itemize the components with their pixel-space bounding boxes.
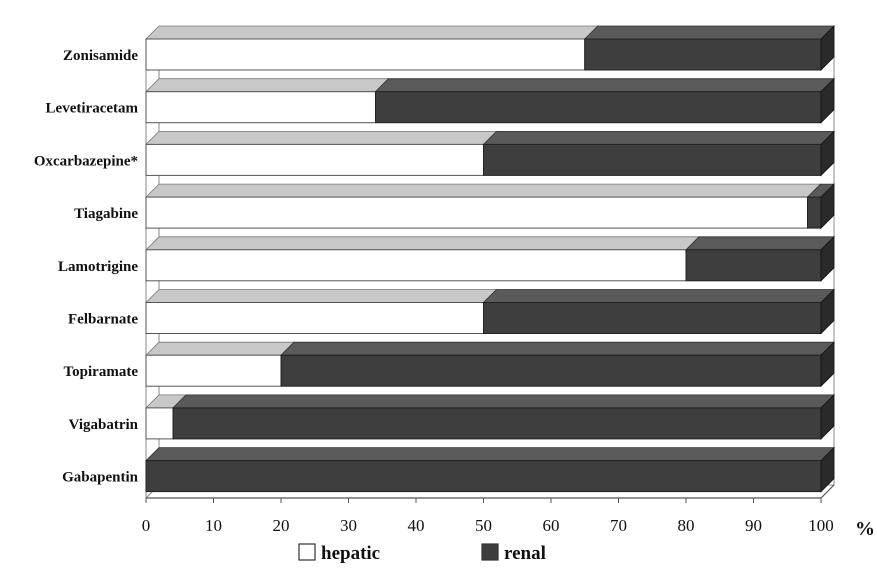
bar-renal-top — [583, 25, 835, 40]
bar-renal-side — [820, 446, 835, 493]
bar-renal-top — [172, 394, 835, 409]
x-tick-label: 30 — [340, 516, 357, 535]
x-tick-label: 10 — [205, 516, 222, 535]
category-label: Felbarnate — [68, 312, 138, 328]
legend: hepatic renal — [298, 543, 546, 564]
bar-group — [145, 77, 835, 124]
bar-hepatic — [145, 249, 687, 282]
bar-renal-side — [820, 393, 835, 440]
bar-group — [145, 183, 835, 230]
legend-label-renal: renal — [504, 543, 546, 564]
category-label: Zonisamide — [63, 48, 138, 64]
bar-renal — [685, 249, 822, 282]
x-tick-label: 80 — [678, 516, 695, 535]
bar-renal-top — [374, 78, 835, 93]
bar-hepatic-top — [145, 130, 498, 145]
legend-swatch-hepatic — [298, 543, 316, 561]
category-label: Oxcarbazepine* — [34, 153, 138, 169]
bar-renal-side — [820, 130, 835, 177]
bar-renal-top — [482, 289, 835, 303]
bar-renal-side — [820, 235, 835, 282]
category-labels: Zonisamide Levetiracetam Oxcarbazepine* Tia… — [34, 48, 139, 486]
bar-hepatic-top — [145, 341, 295, 356]
bar-renal-side — [820, 341, 835, 388]
bar-group — [145, 235, 835, 282]
bar-renal — [807, 196, 822, 229]
category-label: Gabapentin — [62, 470, 139, 486]
x-tick-label: 40 — [408, 516, 425, 535]
bar-hepatic-top — [145, 183, 822, 198]
x-tick-label: 90 — [745, 516, 762, 535]
category-label: Vigabatrin — [69, 417, 139, 433]
x-tick-label: 0 — [142, 516, 151, 535]
bar-renal — [483, 143, 822, 176]
x-axis-unit: % — [855, 518, 875, 540]
bar-hepatic — [145, 91, 376, 124]
bar-renal-side — [820, 183, 835, 230]
bar-hepatic-top — [145, 289, 498, 303]
bar-renal — [145, 460, 822, 493]
x-tick-label: 70 — [610, 516, 627, 535]
bar-group — [145, 288, 835, 335]
x-tick-label: 20 — [273, 516, 290, 535]
bar-group — [145, 446, 835, 493]
bar-hepatic — [145, 196, 808, 229]
bar-renal-side — [820, 77, 835, 124]
bar-hepatic — [145, 407, 174, 440]
bar-group — [145, 393, 835, 440]
bar-hepatic-top — [145, 78, 390, 93]
bar-renal-side — [820, 25, 835, 71]
bar-renal — [584, 38, 822, 71]
x-tick-label: 60 — [543, 516, 560, 535]
bar-renal-top — [482, 130, 835, 145]
category-label: Tiagabine — [74, 206, 138, 222]
bar-renal — [375, 91, 822, 124]
bar-renal — [483, 302, 822, 334]
category-label: Levetiracetam — [46, 101, 139, 117]
legend-swatch-renal — [481, 543, 499, 561]
x-axis-ticks: 0 10 20 30 40 50 60 70 80 90 100 — [142, 498, 834, 535]
bar-hepatic — [145, 302, 484, 334]
bar-renal-top — [685, 236, 835, 251]
x-tick-label: 50 — [475, 516, 492, 535]
bar-hepatic — [145, 354, 282, 387]
bar-hepatic — [145, 143, 484, 176]
bar-hepatic-top — [145, 236, 700, 251]
legend-label-hepatic: hepatic — [321, 543, 380, 564]
bars — [145, 25, 835, 493]
bar-group — [145, 130, 835, 177]
bar-group — [145, 341, 835, 388]
x-tick-label: 100 — [808, 516, 834, 535]
bar-hepatic — [145, 38, 586, 71]
category-label: Topiramate — [64, 364, 139, 380]
category-label: Lamotrigine — [58, 259, 138, 275]
bar-renal-top — [145, 447, 835, 462]
bar-renal — [172, 407, 822, 440]
bar-renal — [280, 354, 822, 387]
bar-renal-side — [820, 288, 835, 335]
bar-renal-top — [280, 341, 835, 356]
bar-group — [145, 25, 835, 71]
bar-hepatic-top — [145, 25, 599, 40]
